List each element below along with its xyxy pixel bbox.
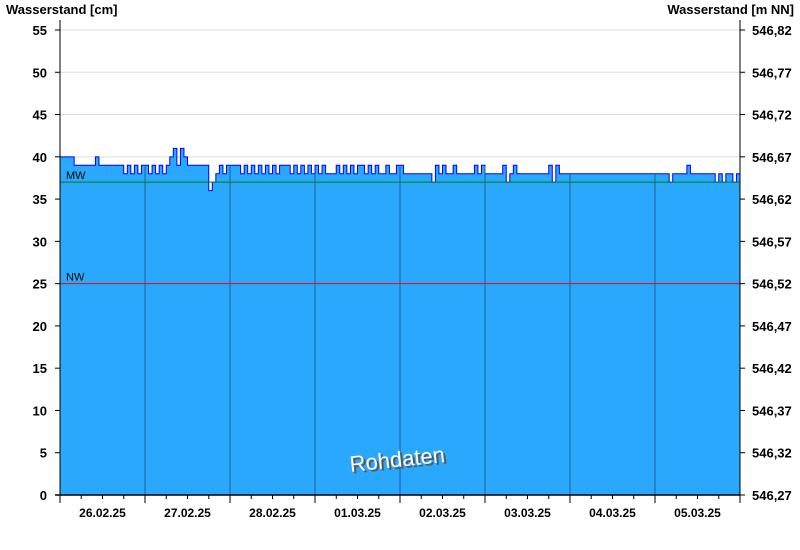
reference-lines: MW NW: [60, 170, 740, 285]
water-level-line: [60, 147, 740, 192]
reference-label-nw: NW: [66, 272, 85, 284]
x-tick-label: 04.03.25: [589, 506, 636, 520]
y-tick-label-left: 5: [40, 446, 47, 461]
y-tick-label-right: 546,62: [752, 192, 792, 207]
y-tick-label-right: 546,47: [752, 319, 792, 334]
x-tick-label: 03.03.25: [504, 506, 551, 520]
y-tick-label-left: 10: [33, 403, 47, 418]
y-tick-label-left: 20: [33, 319, 47, 334]
y-tick-label-right: 546,42: [752, 361, 792, 376]
y-axis-label-left: Wasserstand [cm]: [6, 2, 118, 17]
y-tick-label-right: 546,37: [752, 403, 792, 418]
y-tick-label-right: 546,52: [752, 277, 792, 292]
y-tick-label-right: 546,32: [752, 446, 792, 461]
x-tick-label: 26.02.25: [79, 506, 126, 520]
y-tick-label-left: 40: [33, 150, 47, 165]
y-tick-label-left: 45: [33, 108, 47, 123]
day-lines: [144, 166, 656, 495]
y-tick-label-left: 55: [33, 23, 47, 38]
y-tick-label-right: 546,57: [752, 234, 792, 249]
x-tick-label: 27.02.25: [164, 506, 211, 520]
y-tick-label-left: 30: [33, 234, 47, 249]
x-tick-label: 28.02.25: [249, 506, 296, 520]
y-axis-label-right: Wasserstand [m NN]: [667, 2, 794, 17]
axes: 0 546,27 5 546,32 10 546,37 15 546,42 20 546,47 25…: [33, 20, 792, 520]
y-tick-label-right: 546,72: [752, 108, 792, 123]
y-tick-label-left: 25: [33, 277, 47, 292]
y-tick-label-left: 50: [33, 65, 47, 80]
y-tick-label-left: 35: [33, 192, 47, 207]
y-tick-label-left: 15: [33, 361, 47, 376]
x-tick-label: 05.03.25: [674, 506, 721, 520]
x-tick-label: 01.03.25: [334, 506, 381, 520]
y-tick-label-right: 546,82: [752, 23, 792, 38]
y-tick-label-right: 546,67: [752, 150, 792, 165]
y-tick-label-right: 546,77: [752, 65, 792, 80]
y-tick-label-left: 0: [40, 488, 47, 503]
y-tick-label-right: 546,27: [752, 488, 792, 503]
x-tick-label: 02.03.25: [419, 506, 466, 520]
reference-label-mw: MW: [66, 170, 86, 182]
